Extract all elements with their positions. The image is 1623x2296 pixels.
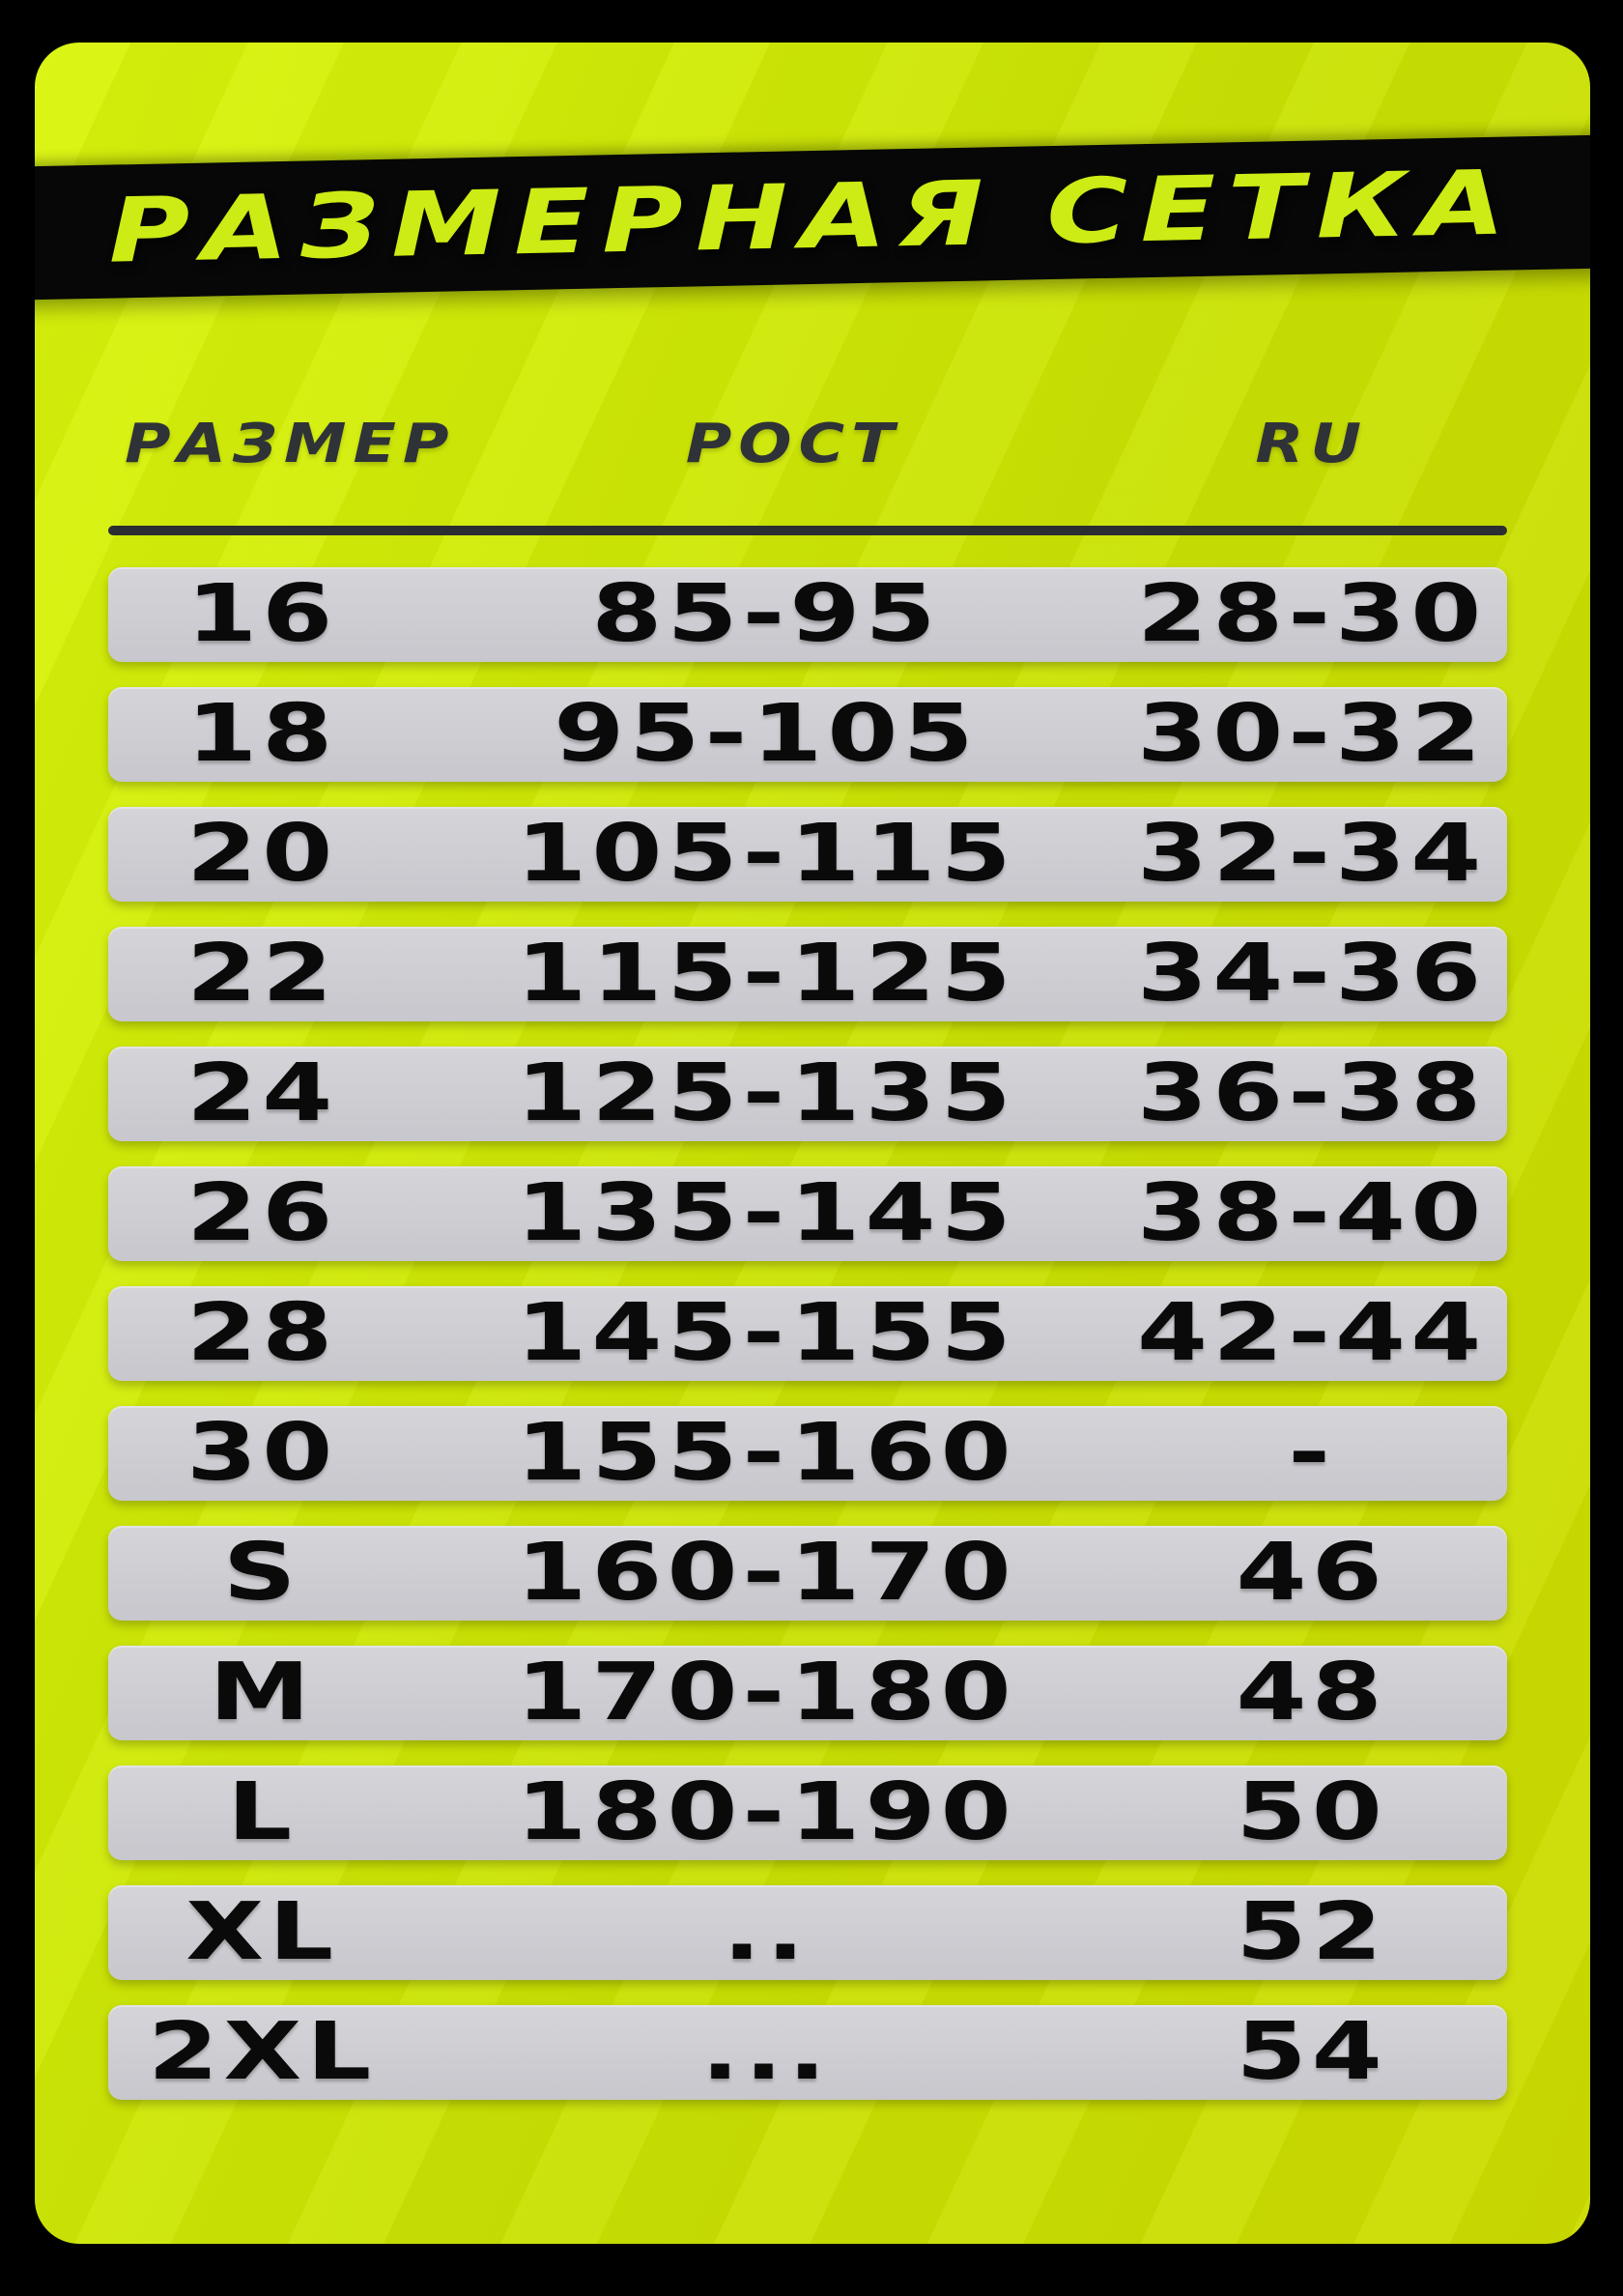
ru-cell: 46	[1236, 1527, 1387, 1619]
size-cell: 20	[186, 808, 338, 900]
height-cell: 125-135	[515, 1048, 1016, 1139]
ru-cell: 34-36	[1136, 928, 1486, 1019]
size-cell: 22	[186, 928, 338, 1019]
table-row: L 180-190 50	[108, 1765, 1507, 1860]
size-chart-card: РАЗМЕРНАЯ СЕТКА РАЗМЕР РОСТ RU 16 85-95 …	[35, 43, 1590, 2244]
height-cell: 135-145	[515, 1167, 1016, 1259]
ru-cell: 30-32	[1136, 688, 1486, 780]
size-cell: 2XL	[148, 2006, 377, 2098]
size-table-body: 16 85-95 28-30 18 95-105 30-32 20 105-11…	[108, 567, 1507, 2100]
ru-cell: -	[1287, 1407, 1335, 1499]
size-cell: 18	[186, 688, 338, 780]
table-row: 2XL ... 54	[108, 2005, 1507, 2100]
size-cell: S	[222, 1527, 301, 1619]
table-row: 26 135-145 38-40	[108, 1166, 1507, 1261]
height-cell: 105-115	[515, 808, 1016, 900]
height-cell: 160-170	[515, 1527, 1016, 1619]
table-row: 20 105-115 32-34	[108, 807, 1507, 902]
size-cell: L	[227, 1766, 298, 1858]
height-cell: 155-160	[515, 1407, 1016, 1499]
table-row: 28 145-155 42-44	[108, 1286, 1507, 1381]
height-cell: 145-155	[515, 1287, 1016, 1379]
page-title: РАЗМЕРНАЯ СЕТКА	[107, 151, 1518, 283]
ru-cell: 42-44	[1136, 1287, 1486, 1379]
height-cell: 95-105	[553, 688, 979, 780]
column-header-size: РАЗМЕР	[125, 413, 456, 475]
size-cell: 24	[186, 1048, 338, 1139]
size-cell: 28	[186, 1287, 338, 1379]
height-cell: ..	[722, 1886, 810, 1978]
ru-cell: 50	[1236, 1766, 1387, 1858]
column-header-ru: RU	[1254, 413, 1368, 475]
height-cell: ...	[700, 2006, 832, 2098]
size-cell: 30	[186, 1407, 338, 1499]
ru-cell: 54	[1236, 2006, 1387, 2098]
table-header-row: РАЗМЕР РОСТ RU	[108, 414, 1507, 475]
height-cell: 115-125	[515, 928, 1016, 1019]
table-row: 24 125-135 36-38	[108, 1047, 1507, 1141]
height-cell: 85-95	[590, 568, 941, 660]
ru-cell: 38-40	[1136, 1167, 1486, 1259]
column-header-height: РОСТ	[686, 413, 901, 475]
table-row: XL .. 52	[108, 1885, 1507, 1980]
ru-cell: 36-38	[1136, 1048, 1486, 1139]
size-cell: M	[209, 1647, 316, 1738]
title-band: РАЗМЕРНАЯ СЕТКА	[35, 133, 1590, 301]
table-row: 18 95-105 30-32	[108, 687, 1507, 782]
table-row: 22 115-125 34-36	[108, 927, 1507, 1021]
ru-cell: 32-34	[1136, 808, 1486, 900]
height-cell: 180-190	[515, 1766, 1016, 1858]
ru-cell: 28-30	[1136, 568, 1486, 660]
ru-cell: 48	[1236, 1647, 1387, 1738]
header-divider	[108, 526, 1507, 535]
size-cell: 16	[186, 568, 338, 660]
table-row: 16 85-95 28-30	[108, 567, 1507, 662]
size-cell: XL	[185, 1886, 339, 1978]
table-row: 30 155-160 -	[108, 1406, 1507, 1501]
ru-cell: 52	[1236, 1886, 1387, 1978]
size-cell: 26	[186, 1167, 338, 1259]
height-cell: 170-180	[515, 1647, 1016, 1738]
table-row: S 160-170 46	[108, 1526, 1507, 1621]
table-row: M 170-180 48	[108, 1646, 1507, 1740]
